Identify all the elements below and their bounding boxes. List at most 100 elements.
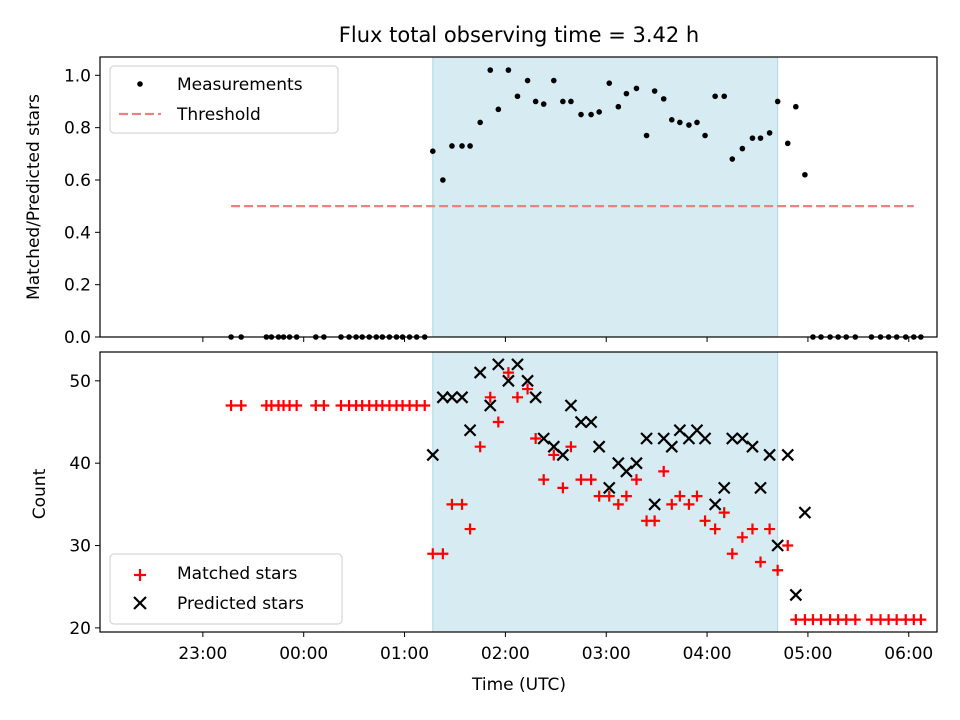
predicted-star-point <box>473 366 487 379</box>
matched-star-point <box>484 391 496 403</box>
predicted-star-point <box>763 448 776 462</box>
measurement-point <box>467 143 473 149</box>
measurement-point <box>739 145 746 152</box>
bottom-x-ticks: 23:00 00:00 01:00 02:00 03:00 04:00 05:00 06:00 <box>178 632 933 664</box>
measurement-point <box>596 109 602 115</box>
measurement-point <box>668 117 675 123</box>
measurement-point <box>721 93 728 100</box>
y-tick-label: 0.2 <box>64 276 91 296</box>
predicted-star-point <box>502 374 515 388</box>
measurement-point <box>686 122 692 128</box>
top-legend: Measurements Threshold <box>109 65 339 134</box>
matched-star-point <box>522 383 534 395</box>
predicted-star-point <box>781 448 795 462</box>
y-tick-label: 30 <box>69 537 91 557</box>
matched-star-point <box>565 441 577 453</box>
matched-star-point <box>620 490 632 502</box>
x-tick-label: 00:00 <box>279 644 328 664</box>
predicted-star-point <box>665 440 679 453</box>
y-tick-label: 50 <box>69 372 91 392</box>
matched-star-point <box>291 400 303 412</box>
predicted-star-point <box>463 423 477 437</box>
measurement-points <box>228 67 924 340</box>
matched-star-point <box>718 507 730 519</box>
matched-star-point <box>666 498 678 510</box>
matched-star-point <box>649 515 661 527</box>
predicted-star-points <box>426 358 812 602</box>
matched-star-point <box>318 400 330 412</box>
predicted-star-point <box>698 432 712 445</box>
measurement-point <box>532 98 539 105</box>
measurement-point <box>633 85 640 92</box>
x-tick-label: 05:00 <box>783 644 832 664</box>
measurement-point <box>524 77 531 84</box>
predicted-star-point <box>717 481 731 495</box>
matched-star-point <box>674 490 686 502</box>
measurement-point <box>651 88 658 94</box>
measurement-legend-marker <box>137 81 143 87</box>
measurement-point <box>757 135 764 141</box>
matched-star-point <box>557 482 569 494</box>
measurement-point <box>505 67 512 73</box>
y-tick-label: 0.8 <box>64 119 91 139</box>
predicted-star-point <box>426 448 440 462</box>
predicted-star-point <box>574 415 588 429</box>
measurement-point <box>793 103 799 110</box>
measurement-point <box>487 67 494 73</box>
top-panel: 0.0 0.2 0.4 0.6 0.8 1.0 Matched/Predicted sta… <box>24 56 938 348</box>
predicted-star-point <box>445 391 459 404</box>
predicted-star-point <box>602 481 616 495</box>
measurement-point <box>514 93 521 100</box>
measurement-point <box>677 119 683 126</box>
predicted-star-point <box>708 498 722 511</box>
matched-star-point <box>764 523 776 535</box>
measurement-point <box>429 148 436 155</box>
measurement-point <box>568 98 574 105</box>
measurement-point <box>729 156 736 162</box>
measurement-point <box>578 111 584 118</box>
predicted-star-point <box>746 440 759 453</box>
top-y-ticks: 0.0 0.2 0.4 0.6 0.8 1.0 <box>64 66 100 348</box>
y-tick-label: 0.0 <box>64 328 91 348</box>
y-tick-label: 0.4 <box>64 223 91 243</box>
bottom-legend: Matched stars Predicted stars <box>109 553 343 625</box>
predicted-star-point <box>798 506 812 519</box>
predicted-star-point <box>630 456 643 470</box>
measurement-point <box>643 132 650 139</box>
y-tick-label: 1.0 <box>64 66 91 86</box>
measurement-point <box>784 140 791 147</box>
top-y-label: Matched/Predicted stars <box>24 94 44 300</box>
matched-legend-marker <box>134 569 146 581</box>
predicted-star-point <box>521 374 534 388</box>
bottom-y-label: Count <box>30 468 50 519</box>
matched-star-point <box>456 498 468 510</box>
predicted-star-point <box>455 391 469 404</box>
measurement-point <box>766 130 773 136</box>
predicted-star-point <box>483 399 497 412</box>
measurement-point <box>588 111 594 118</box>
y-tick-label: 40 <box>69 454 91 474</box>
y-tick-label: 0.6 <box>64 171 91 191</box>
predicted-star-point <box>511 358 524 371</box>
x-tick-label: 04:00 <box>683 644 732 664</box>
bottom-y-ticks: 20 30 40 50 <box>69 372 100 639</box>
matched-star-point <box>530 432 542 444</box>
measurement-point <box>702 132 708 139</box>
matched-star-point <box>235 400 247 412</box>
predicted-star-point <box>556 448 570 462</box>
matched-star-points <box>225 367 927 626</box>
matched-star-point <box>612 498 624 510</box>
matched-star-point <box>709 523 721 535</box>
measurement-point <box>774 98 781 105</box>
x-axis-label: Time (UTC) <box>471 675 566 695</box>
measurement-point <box>615 103 622 110</box>
y-tick-label: 20 <box>69 619 91 639</box>
bottom-legend-box <box>109 553 343 625</box>
matched-star-point <box>548 449 560 461</box>
predicted-star-point <box>648 498 661 511</box>
measurement-point <box>440 177 446 183</box>
predicted-star-point <box>736 432 749 445</box>
matched-star-point <box>630 474 642 486</box>
measurement-point <box>749 135 756 141</box>
predicted-legend-marker <box>133 596 147 610</box>
